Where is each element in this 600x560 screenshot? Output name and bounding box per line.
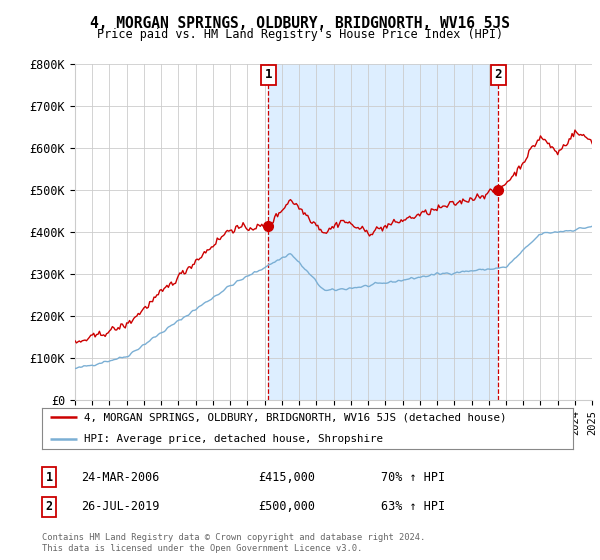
Text: £500,000: £500,000	[258, 500, 315, 514]
Text: HPI: Average price, detached house, Shropshire: HPI: Average price, detached house, Shro…	[85, 435, 383, 444]
Text: 2: 2	[494, 68, 502, 81]
Text: Price paid vs. HM Land Registry's House Price Index (HPI): Price paid vs. HM Land Registry's House …	[97, 28, 503, 41]
Text: 24-MAR-2006: 24-MAR-2006	[81, 470, 160, 484]
Text: 4, MORGAN SPRINGS, OLDBURY, BRIDGNORTH, WV16 5JS: 4, MORGAN SPRINGS, OLDBURY, BRIDGNORTH, …	[90, 16, 510, 31]
Bar	[268, 64, 499, 400]
Text: 70% ↑ HPI: 70% ↑ HPI	[381, 470, 445, 484]
Text: 1: 1	[46, 470, 53, 484]
Text: Contains HM Land Registry data © Crown copyright and database right 2024.
This d: Contains HM Land Registry data © Crown c…	[42, 533, 425, 553]
Text: 2: 2	[46, 500, 53, 514]
Text: 1: 1	[265, 68, 272, 81]
Text: 63% ↑ HPI: 63% ↑ HPI	[381, 500, 445, 514]
Text: 26-JUL-2019: 26-JUL-2019	[81, 500, 160, 514]
Text: 4, MORGAN SPRINGS, OLDBURY, BRIDGNORTH, WV16 5JS (detached house): 4, MORGAN SPRINGS, OLDBURY, BRIDGNORTH, …	[85, 412, 507, 422]
Text: £415,000: £415,000	[258, 470, 315, 484]
